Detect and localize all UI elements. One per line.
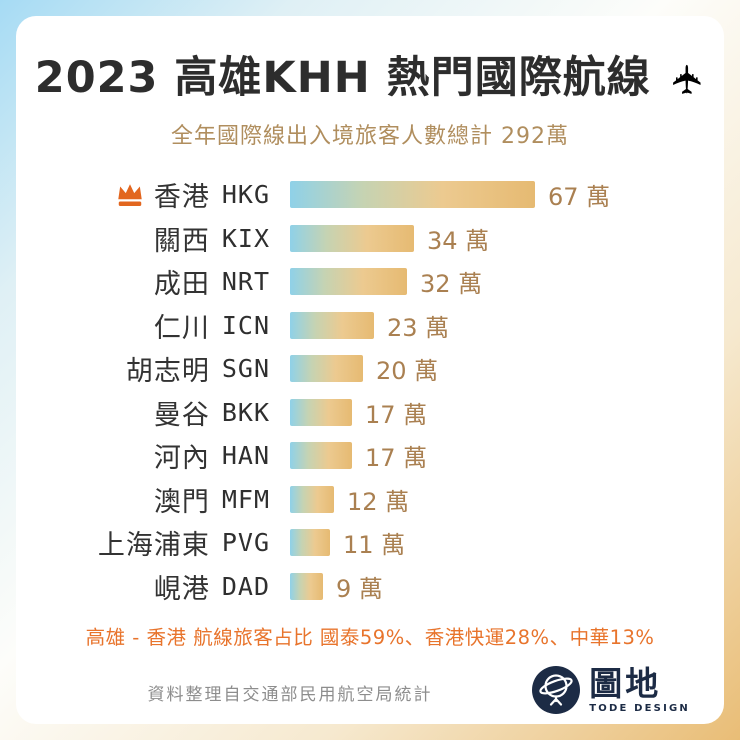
city-label: 峴港 [153, 573, 210, 605]
city-label: 澳門 [153, 486, 210, 518]
airport-code: PVG [221, 528, 270, 558]
value-label: 32 萬 [420, 270, 483, 299]
city-label: 上海浦東 [97, 530, 210, 562]
route-row: 成田 NRT 32 萬 [16, 260, 724, 304]
airplane-icon: ✈ [664, 61, 711, 97]
passenger-bar [290, 181, 535, 209]
bar-chart: 香港 HKG 67 萬關西 KIX 34 萬成田 NRT 32 萬仁川 ICN 23 萬胡志明 S… [16, 173, 724, 608]
airport-code: DAD [221, 571, 270, 601]
city-label: 胡志明 [125, 356, 210, 388]
route-share-note: 高雄 - 香港 航線旅客占比 國泰59%、香港快運28%、中華13% [85, 626, 655, 649]
value-label: 17 萬 [365, 400, 428, 429]
route-label: 香港 HKG [16, 175, 270, 214]
airport-code: HAN [221, 441, 270, 471]
city-label: 河內 [153, 443, 210, 475]
chart-subtitle: 全年國際線出入境旅客人數總計 292萬 [171, 124, 569, 149]
data-source-text: 資料整理自交通部民用航空局統計 [147, 685, 433, 705]
airport-code: BKK [221, 397, 270, 427]
route-label: 澳門 MFM [16, 480, 270, 519]
airport-code: ICN [221, 310, 270, 340]
route-label: 仁川 ICN [16, 306, 270, 345]
route-label: 關西 KIX [16, 219, 270, 258]
city-label: 曼谷 [153, 399, 210, 431]
route-row: 河內 HAN 17 萬 [16, 434, 724, 478]
value-label: 34 萬 [427, 226, 490, 255]
value-label: 17 萬 [365, 444, 428, 473]
route-row: 澳門 MFM 12 萬 [16, 478, 724, 522]
route-label: 河內 HAN [16, 436, 270, 475]
passenger-bar [290, 224, 414, 252]
infographic-card: 2023 高雄KHH 熱門國際航線 ✈ 全年國際線出入境旅客人數總計 292萬 … [16, 16, 724, 724]
passenger-bar [290, 529, 330, 557]
tode-design-logo: 圖地 TODE DESIGN [532, 666, 690, 714]
page-title: 2023 高雄KHH 熱門國際航線 ✈ [16, 50, 724, 107]
passenger-bar [290, 442, 352, 470]
value-label: 67 萬 [548, 183, 611, 212]
footer: 資料整理自交通部民用航空局統計 圖地 TODE DESIGN [16, 664, 724, 720]
value-label: 20 萬 [376, 357, 439, 386]
route-row: 上海浦東 PVG 11 萬 [16, 521, 724, 565]
airport-code: SGN [221, 354, 270, 384]
city-label: 關西 [153, 225, 210, 257]
route-label: 胡志明 SGN [16, 349, 270, 388]
city-label: 仁川 [153, 312, 210, 344]
route-label: 峴港 DAD [16, 567, 270, 606]
logo-english-name: TODE DESIGN [589, 702, 690, 714]
balloon-logo-icon [532, 666, 581, 714]
airport-code: MFM [221, 484, 270, 514]
value-label: 11 萬 [343, 531, 406, 560]
route-row: 關西 KIX 34 萬 [16, 217, 724, 261]
logo-text: 圖地 TODE DESIGN [589, 663, 690, 714]
airport-code: KIX [221, 223, 270, 253]
route-row: 胡志明 SGN 20 萬 [16, 347, 724, 391]
airport-code: NRT [221, 267, 270, 297]
route-row: 曼谷 BKK 17 萬 [16, 391, 724, 435]
route-label: 上海浦東 PVG [16, 523, 270, 562]
logo-chinese-name: 圖地 [589, 663, 662, 703]
passenger-bar [290, 572, 323, 600]
value-label: 9 萬 [336, 574, 383, 603]
city-label: 成田 [153, 269, 210, 301]
passenger-bar [290, 311, 374, 339]
route-row: 峴港 DAD 9 萬 [16, 565, 724, 609]
route-row: 香港 HKG 67 萬 [16, 173, 724, 217]
passenger-bar [290, 355, 363, 383]
passenger-bar [290, 268, 407, 296]
title-text: 2023 高雄KHH 熱門國際航線 [34, 53, 651, 103]
value-label: 23 萬 [387, 313, 450, 342]
route-label: 曼谷 BKK [16, 393, 270, 432]
passenger-bar [290, 398, 352, 426]
city-label: 香港 [153, 182, 210, 214]
airport-code: HKG [221, 180, 270, 210]
value-label: 12 萬 [347, 487, 410, 516]
route-row: 仁川 ICN 23 萬 [16, 304, 724, 348]
route-label: 成田 NRT [16, 262, 270, 301]
passenger-bar [290, 485, 334, 513]
rank-crown-icon [115, 181, 154, 208]
